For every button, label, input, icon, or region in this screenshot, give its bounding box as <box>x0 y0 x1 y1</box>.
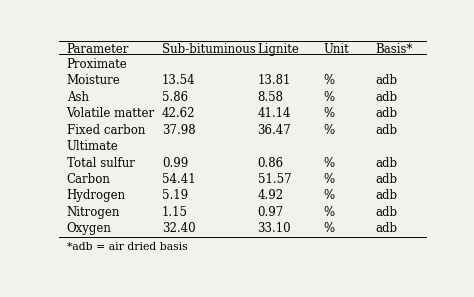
Text: 42.62: 42.62 <box>162 107 196 120</box>
Text: 41.14: 41.14 <box>258 107 291 120</box>
Text: 8.58: 8.58 <box>258 91 283 104</box>
Text: 0.86: 0.86 <box>258 157 284 170</box>
Text: Ash: Ash <box>66 91 89 104</box>
Text: adb: adb <box>375 189 397 203</box>
Text: %: % <box>324 74 335 87</box>
Text: adb: adb <box>375 91 397 104</box>
Text: %: % <box>324 189 335 203</box>
Text: 0.97: 0.97 <box>258 206 284 219</box>
Text: Ultimate: Ultimate <box>66 140 118 153</box>
Text: Nitrogen: Nitrogen <box>66 206 120 219</box>
Text: %: % <box>324 206 335 219</box>
Text: Total sulfur: Total sulfur <box>66 157 135 170</box>
Text: 13.54: 13.54 <box>162 74 196 87</box>
Text: 4.92: 4.92 <box>258 189 284 203</box>
Text: 37.98: 37.98 <box>162 124 196 137</box>
Text: Hydrogen: Hydrogen <box>66 189 126 203</box>
Text: 33.10: 33.10 <box>258 222 291 236</box>
Text: %: % <box>324 173 335 186</box>
Text: Volatile matter: Volatile matter <box>66 107 155 120</box>
Text: %: % <box>324 124 335 137</box>
Text: Fixed carbon: Fixed carbon <box>66 124 145 137</box>
Text: Oxygen: Oxygen <box>66 222 111 236</box>
Text: 13.81: 13.81 <box>258 74 291 87</box>
Text: 1.15: 1.15 <box>162 206 188 219</box>
Text: adb: adb <box>375 173 397 186</box>
Text: %: % <box>324 91 335 104</box>
Text: adb: adb <box>375 206 397 219</box>
Text: %: % <box>324 157 335 170</box>
Text: adb: adb <box>375 157 397 170</box>
Text: adb: adb <box>375 74 397 87</box>
Text: *adb = air dried basis: *adb = air dried basis <box>66 242 187 252</box>
Text: Sub-bituminous: Sub-bituminous <box>162 43 256 56</box>
Text: 51.57: 51.57 <box>258 173 291 186</box>
Text: adb: adb <box>375 124 397 137</box>
Text: 36.47: 36.47 <box>258 124 292 137</box>
Text: Parameter: Parameter <box>66 43 129 56</box>
Text: 5.19: 5.19 <box>162 189 188 203</box>
Text: %: % <box>324 222 335 236</box>
Text: Basis*: Basis* <box>375 43 413 56</box>
Text: 5.86: 5.86 <box>162 91 188 104</box>
Text: 54.41: 54.41 <box>162 173 196 186</box>
Text: %: % <box>324 107 335 120</box>
Text: Moisture: Moisture <box>66 74 120 87</box>
Text: Lignite: Lignite <box>258 43 300 56</box>
Text: 0.99: 0.99 <box>162 157 188 170</box>
Text: adb: adb <box>375 107 397 120</box>
Text: Carbon: Carbon <box>66 173 110 186</box>
Text: 32.40: 32.40 <box>162 222 196 236</box>
Text: Proximate: Proximate <box>66 58 128 71</box>
Text: Unit: Unit <box>324 43 349 56</box>
Text: adb: adb <box>375 222 397 236</box>
